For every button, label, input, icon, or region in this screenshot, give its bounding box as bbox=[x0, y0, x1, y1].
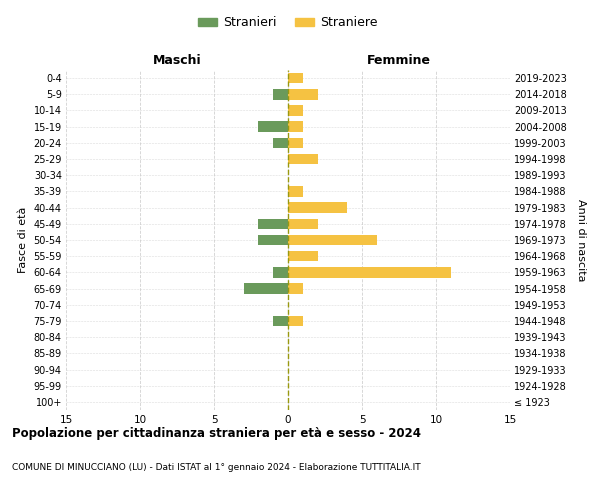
Bar bbox=[288, 234, 377, 246]
Bar bbox=[259, 234, 288, 246]
Bar bbox=[288, 122, 303, 132]
Bar bbox=[288, 218, 317, 229]
Legend: Stranieri, Straniere: Stranieri, Straniere bbox=[193, 11, 383, 34]
Y-axis label: Fasce di età: Fasce di età bbox=[18, 207, 28, 273]
Bar bbox=[288, 251, 317, 262]
Bar bbox=[288, 186, 303, 196]
Y-axis label: Anni di nascita: Anni di nascita bbox=[577, 198, 586, 281]
Bar bbox=[273, 267, 288, 278]
Text: COMUNE DI MINUCCIANO (LU) - Dati ISTAT al 1° gennaio 2024 - Elaborazione TUTTITA: COMUNE DI MINUCCIANO (LU) - Dati ISTAT a… bbox=[12, 462, 421, 471]
Text: Popolazione per cittadinanza straniera per età e sesso - 2024: Popolazione per cittadinanza straniera p… bbox=[12, 428, 421, 440]
Bar bbox=[273, 138, 288, 148]
Bar bbox=[288, 202, 347, 213]
Bar bbox=[288, 284, 303, 294]
Bar bbox=[244, 284, 288, 294]
Bar bbox=[273, 89, 288, 100]
Text: Maschi: Maschi bbox=[152, 54, 202, 67]
Bar bbox=[259, 218, 288, 229]
Bar bbox=[288, 73, 303, 84]
Bar bbox=[288, 267, 451, 278]
Bar bbox=[288, 138, 303, 148]
Bar bbox=[288, 154, 317, 164]
Bar bbox=[288, 105, 303, 116]
Text: Femmine: Femmine bbox=[367, 54, 431, 67]
Bar bbox=[288, 89, 317, 100]
Bar bbox=[259, 122, 288, 132]
Bar bbox=[288, 316, 303, 326]
Bar bbox=[273, 316, 288, 326]
